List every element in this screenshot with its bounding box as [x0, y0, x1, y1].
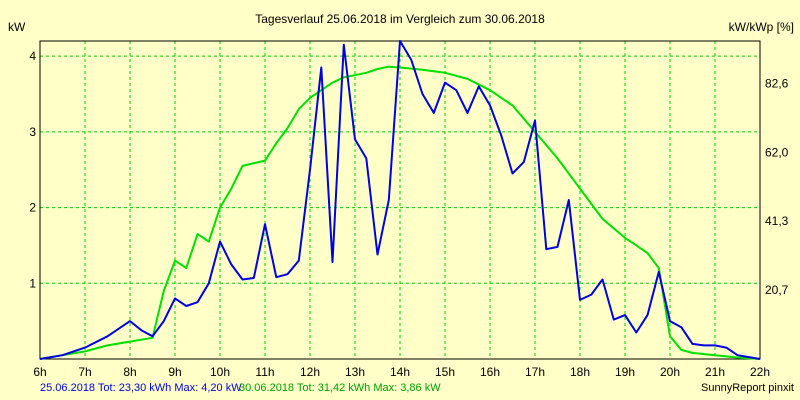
x-tick-label: 15h — [435, 365, 455, 379]
series-line-2 — [39, 65, 761, 360]
x-tick-label: 16h — [480, 365, 500, 379]
x-tick-label: 20h — [660, 365, 680, 379]
x-tick-label: 7h — [78, 365, 91, 379]
y-axis-right-label: kW/kWp [%] — [729, 20, 794, 34]
x-tick-label: 13h — [345, 365, 365, 379]
footer-brand: SunnyReport pinxit — [701, 382, 794, 394]
y-axis-left-label: kW — [8, 20, 26, 34]
x-tick-label: 14h — [390, 365, 410, 379]
x-tick-label: 12h — [300, 365, 320, 379]
y-tick-label-right: 20,7 — [765, 283, 789, 297]
x-tick-label: 10h — [210, 365, 230, 379]
x-tick-label: 21h — [705, 365, 725, 379]
y-tick-label-left: 2 — [29, 201, 36, 215]
x-tick-label: 22h — [750, 365, 770, 379]
grid — [40, 41, 760, 359]
y-tick-label-right: 82,6 — [765, 76, 789, 90]
series-group — [39, 40, 761, 360]
x-tick-label: 11h — [255, 365, 274, 379]
x-tick-label: 6h — [33, 365, 46, 379]
series-line-1 — [39, 40, 761, 360]
footer-series2-summary: 30.06.2018 Tot: 31,42 kWh Max: 3,86 kW — [239, 382, 441, 394]
x-tick-label: 17h — [525, 365, 545, 379]
footer-series1-summary: 25.06.2018 Tot: 23,30 kWh Max: 4,20 kW — [40, 382, 242, 394]
chart-title: Tagesverlauf 25.06.2018 im Vergleich zum… — [255, 12, 545, 26]
y-tick-label-left: 4 — [29, 49, 36, 63]
y-tick-label-right: 41,3 — [765, 214, 789, 228]
x-tick-label: 19h — [615, 365, 635, 379]
y-tick-label-left: 1 — [29, 276, 36, 290]
axis-labels: 6h 7h 8h 9h 10h 11h 12h 13h 14h 15h 16h 17h 18h 19h 20… — [29, 49, 788, 379]
x-tick-label: 18h — [570, 365, 590, 379]
x-tick-label: 9h — [168, 365, 181, 379]
y-tick-label-left: 3 — [29, 125, 36, 139]
x-tick-label: 8h — [123, 365, 136, 379]
y-tick-label-right: 62,0 — [765, 145, 789, 159]
